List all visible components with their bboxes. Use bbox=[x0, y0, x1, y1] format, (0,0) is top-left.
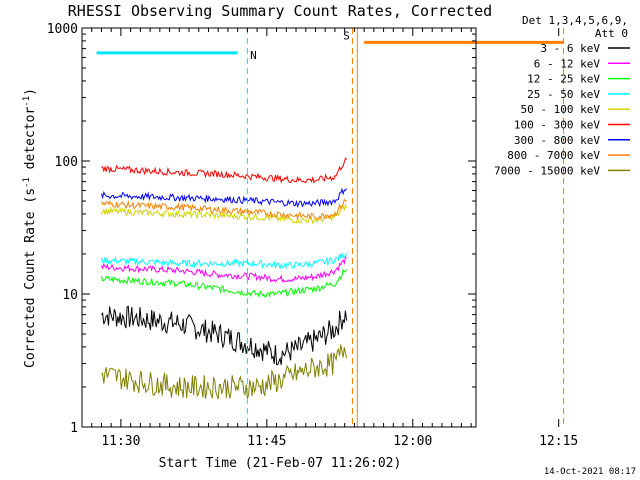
y-axis-label: Corrected Count Rate (s-1 detector-1) bbox=[22, 88, 38, 368]
series-line bbox=[101, 305, 348, 366]
series-line bbox=[101, 187, 348, 209]
series-line bbox=[101, 198, 347, 221]
legend: Det 1,3,4,5,6,9,Att 0 3 - 6 keV 6 - 12 keV… bbox=[494, 14, 630, 177]
x-tick-label: 11:30 bbox=[101, 434, 140, 449]
chart-title: RHESSI Observing Summary Count Rates, Co… bbox=[68, 2, 492, 20]
series-group bbox=[101, 157, 348, 400]
legend-label: 50 - 100 keV bbox=[521, 103, 601, 116]
y-tick-label: 100 bbox=[55, 155, 78, 170]
series-line bbox=[101, 252, 348, 270]
y-tick-label: 1 bbox=[70, 421, 78, 436]
legend-label: 6 - 12 keV bbox=[534, 57, 601, 70]
series-line bbox=[101, 203, 348, 225]
series-line bbox=[101, 157, 347, 184]
x-axis-label: Start Time (21-Feb-07 11:26:02) bbox=[159, 456, 402, 471]
x-tick-label: 12:15 bbox=[539, 434, 578, 449]
series-line bbox=[101, 268, 348, 299]
legend-label: 25 - 50 keV bbox=[527, 88, 600, 101]
x-tick-label: 12:00 bbox=[393, 434, 432, 449]
plot-frame bbox=[81, 27, 477, 428]
y-tick-label: 1000 bbox=[47, 22, 78, 37]
legend-label: 300 - 800 keV bbox=[514, 134, 600, 147]
legend-header: Att 0 bbox=[595, 27, 628, 40]
legend-header: Det 1,3,4,5,6,9, bbox=[522, 14, 628, 27]
footer-date: 14-Oct-2021 08:17 bbox=[544, 467, 636, 477]
series-line bbox=[101, 344, 348, 400]
y-tick-label: 10 bbox=[62, 288, 78, 303]
legend-label: 100 - 300 keV bbox=[514, 119, 600, 132]
x-tick-label: 11:45 bbox=[247, 434, 286, 449]
series-line bbox=[101, 255, 347, 283]
legend-label: 800 - 7000 keV bbox=[507, 149, 600, 162]
legend-label: 12 - 25 keV bbox=[527, 73, 600, 86]
legend-label: 3 - 6 keV bbox=[540, 42, 600, 55]
legend-label: 7000 - 15000 keV bbox=[494, 164, 600, 177]
flag-label: N bbox=[250, 49, 257, 62]
flag-label: S bbox=[343, 29, 350, 42]
